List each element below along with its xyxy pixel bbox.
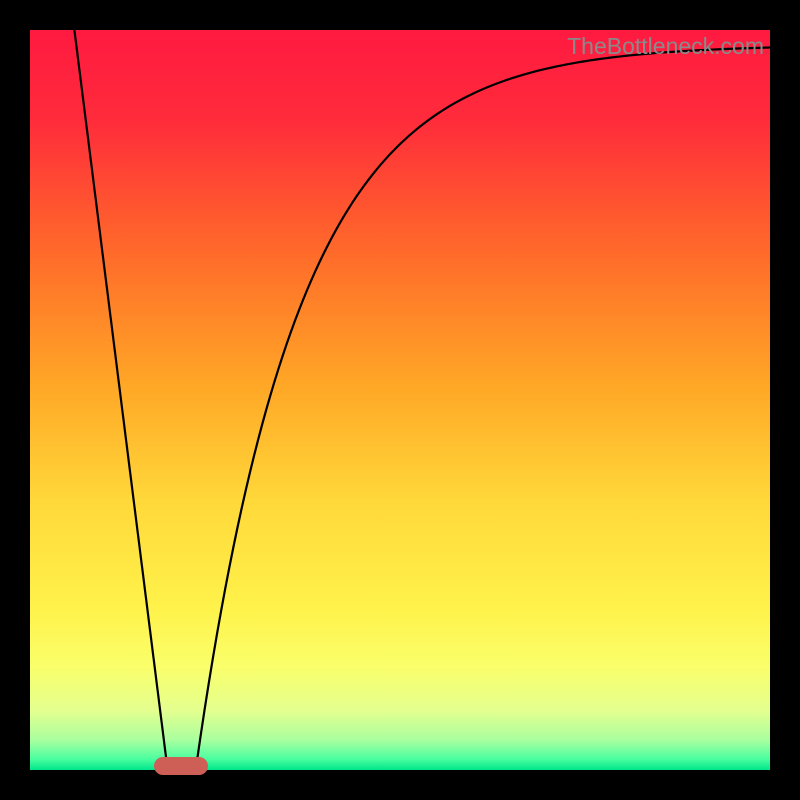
left-line-path xyxy=(74,30,166,764)
right-curve-path xyxy=(197,48,771,765)
chart-root: TheBottleneck.com xyxy=(0,0,800,800)
plot-area: TheBottleneck.com xyxy=(30,30,770,770)
curve-layer xyxy=(30,30,770,770)
valley-marker xyxy=(154,757,207,775)
watermark-text: TheBottleneck.com xyxy=(567,33,764,60)
